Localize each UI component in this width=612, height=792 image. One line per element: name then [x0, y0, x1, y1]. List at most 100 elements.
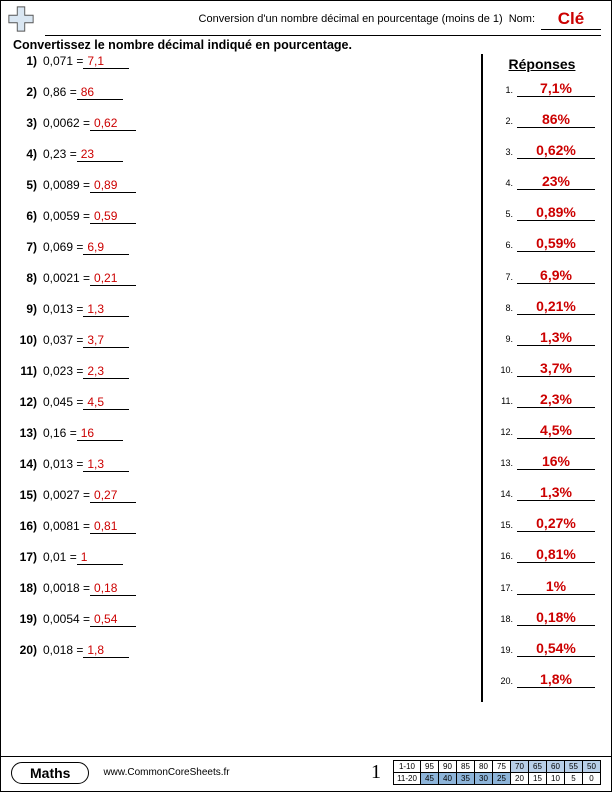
answer-value: 1,3%: [517, 484, 595, 501]
subject-box: Maths: [11, 762, 89, 784]
name-value: Clé: [541, 9, 601, 30]
question-text: 0,013 =: [43, 302, 83, 316]
answer-number: 6.: [505, 240, 513, 250]
answer-row: 4. 23%: [489, 173, 595, 190]
answer-number: 4.: [505, 178, 513, 188]
answer-value: 0,89%: [517, 204, 595, 221]
answer-row: 20.1,8%: [489, 671, 595, 688]
answer-number: 5.: [505, 209, 513, 219]
answer-value: 1,3%: [517, 329, 595, 346]
answer-number: 3.: [505, 147, 513, 157]
question-row: 9)0,013 = 1,3: [13, 302, 473, 317]
question-answer: 0,54: [90, 612, 136, 627]
question-number: 8): [13, 271, 37, 285]
answer-number: 15.: [500, 520, 513, 530]
answer-row: 2.86%: [489, 111, 595, 128]
worksheet-page: Conversion d'un nombre décimal en pource…: [0, 0, 612, 792]
answer-row: 7.6,9%: [489, 267, 595, 284]
score-cell: 5: [565, 773, 583, 785]
score-cell: 85: [457, 761, 475, 773]
question-number: 5): [13, 178, 37, 192]
score-cell: 50: [583, 761, 601, 773]
answer-number: 8.: [505, 303, 513, 313]
question-number: 17): [13, 550, 37, 564]
answer-number: 12.: [500, 427, 513, 437]
question-number: 19): [13, 612, 37, 626]
score-cell: 10: [547, 773, 565, 785]
page-number: 1: [371, 761, 381, 784]
question-number: 2): [13, 85, 37, 99]
question-answer: 0,59: [90, 209, 136, 224]
question-text: 0,0081 =: [43, 519, 90, 533]
answer-number: 16.: [500, 551, 513, 561]
question-number: 10): [13, 333, 37, 347]
question-text: 0,0062 =: [43, 116, 90, 130]
answers-list: 1.7,1%2.86%3.0,62%4.23%5.0,89%6.0,59%7.6…: [489, 80, 595, 688]
question-row: 10)0,037 = 3,7: [13, 333, 473, 348]
answer-row: 18.0,18%: [489, 609, 595, 626]
score-cell: 70: [511, 761, 529, 773]
question-row: 20)0,018 = 1,8: [13, 643, 473, 658]
question-answer: 0,81: [90, 519, 136, 534]
score-cell: 35: [457, 773, 475, 785]
answer-row: 19.0,54%: [489, 640, 595, 657]
question-number: 9): [13, 302, 37, 316]
question-row: 2)0,86 = 86: [13, 85, 473, 100]
question-number: 14): [13, 457, 37, 471]
question-answer: 16: [77, 426, 123, 441]
score-cell: 80: [475, 761, 493, 773]
question-text: 0,0059 =: [43, 209, 90, 223]
question-answer: 23: [77, 147, 123, 162]
question-answer: 0,21: [90, 271, 136, 286]
question-answer: 0,89: [90, 178, 136, 193]
question-text: 0,0054 =: [43, 612, 90, 626]
answer-value: 0,18%: [517, 609, 595, 626]
answer-row: 14.1,3%: [489, 484, 595, 501]
question-text: 0,0027 =: [43, 488, 90, 502]
question-answer: 6,9: [83, 240, 129, 255]
question-number: 11): [13, 364, 37, 378]
question-text: 0,045 =: [43, 395, 83, 409]
question-number: 13): [13, 426, 37, 440]
question-text: 0,037 =: [43, 333, 83, 347]
question-row: 18)0,0018 = 0,18: [13, 581, 473, 596]
question-number: 12): [13, 395, 37, 409]
question-row: 3)0,0062 = 0,62: [13, 116, 473, 131]
answer-value: 2,3%: [517, 391, 595, 408]
answer-row: 8.0,21%: [489, 298, 595, 315]
answer-row: 13.16%: [489, 453, 595, 470]
question-row: 16) 0,0081 = 0,81: [13, 519, 473, 534]
question-row: 7)0,069 = 6,9: [13, 240, 473, 255]
question-number: 15): [13, 488, 37, 502]
footer: Maths www.CommonCoreSheets.fr 1 1-109590…: [1, 756, 611, 785]
question-answer: 1,3: [83, 457, 129, 472]
question-row: 12)0,045 = 4,5: [13, 395, 473, 410]
question-text: 0,86 =: [43, 85, 77, 99]
question-text: 0,071 =: [43, 54, 83, 68]
score-cell: 75: [493, 761, 511, 773]
score-cell: 45: [421, 773, 439, 785]
answers-panel: Réponses 1.7,1%2.86%3.0,62%4.23%5.0,89%6…: [481, 54, 601, 702]
question-answer: 1,8: [83, 643, 129, 658]
question-number: 7): [13, 240, 37, 254]
question-number: 16): [13, 519, 37, 533]
instruction-text: Convertissez le nombre décimal indiqué e…: [1, 36, 611, 54]
score-cell: 60: [547, 761, 565, 773]
answer-number: 1.: [505, 85, 513, 95]
question-answer: 0,18: [90, 581, 136, 596]
answer-number: 19.: [500, 645, 513, 655]
answer-value: 0,27%: [517, 515, 595, 532]
name-label: Nom:: [509, 13, 535, 25]
answers-header: Réponses: [489, 54, 595, 80]
answer-value: 23%: [517, 173, 595, 190]
score-cell: 40: [439, 773, 457, 785]
question-text: 0,0018 =: [43, 581, 90, 595]
score-cell: 30: [475, 773, 493, 785]
question-answer: 0,27: [90, 488, 136, 503]
answer-row: 16.0,81%: [489, 546, 595, 563]
question-answer: 1: [77, 550, 123, 565]
score-cell: 65: [529, 761, 547, 773]
question-number: 4): [13, 147, 37, 161]
answer-row: 1.7,1%: [489, 80, 595, 97]
score-row-label: 1-10: [394, 761, 421, 773]
